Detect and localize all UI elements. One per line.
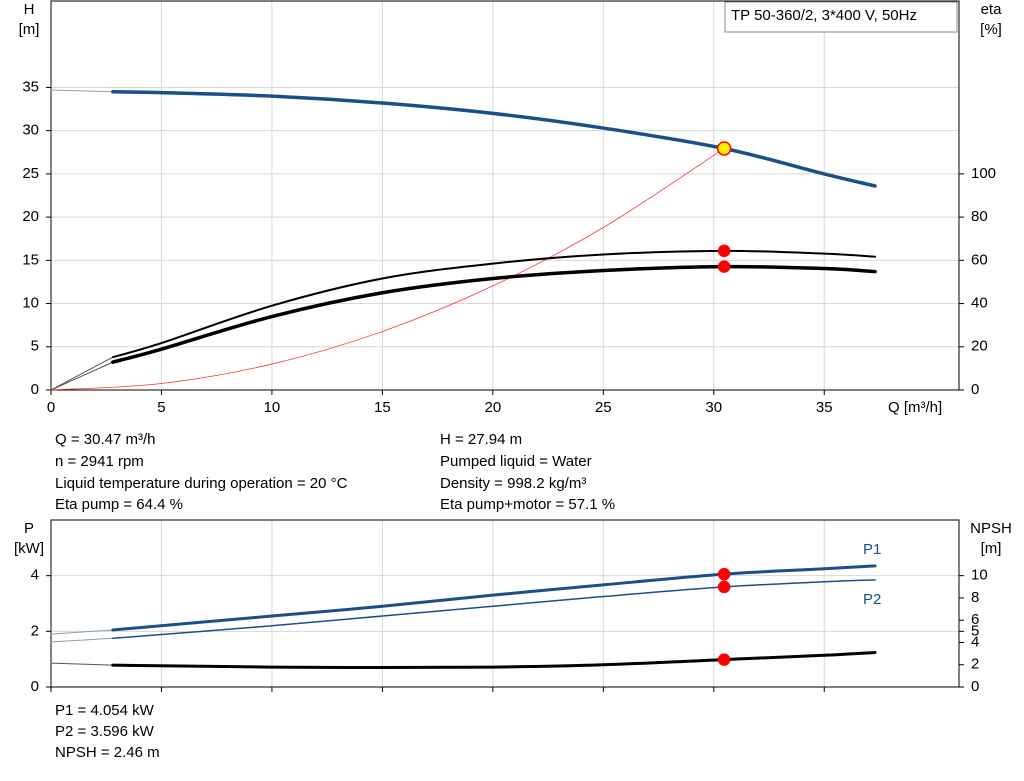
operating-point bbox=[717, 244, 731, 258]
y2-tick-label: 40 bbox=[971, 295, 988, 312]
y2-label: eta bbox=[981, 1, 1003, 18]
y2-tick-label: 6 bbox=[971, 611, 979, 628]
y-tick-label: 10 bbox=[22, 295, 39, 312]
y-tick-label: 4 bbox=[31, 567, 39, 584]
y2-tick-label: 10 bbox=[971, 567, 988, 584]
y-label: P bbox=[24, 520, 34, 537]
y-label-unit: [kW] bbox=[14, 540, 44, 557]
y2-tick-label: 0 bbox=[971, 381, 979, 398]
x-tick-label: 20 bbox=[485, 399, 502, 416]
y2-tick-label: 4 bbox=[971, 633, 979, 650]
info: Density = 998.2 kg/m³ bbox=[440, 475, 586, 492]
y2-label-unit: [m] bbox=[981, 540, 1002, 557]
y-tick-label: 0 bbox=[31, 678, 39, 695]
x-tick-label: 30 bbox=[705, 399, 722, 416]
curve bbox=[50, 148, 725, 391]
legend-label: P1 bbox=[863, 541, 881, 558]
title: TP 50-360/2, 3*400 V, 50Hz bbox=[731, 7, 917, 24]
x-label: Q [m³/h] bbox=[888, 399, 942, 416]
curve bbox=[111, 90, 877, 188]
y-tick-label: 5 bbox=[31, 338, 39, 355]
y2-tick-label: 8 bbox=[971, 589, 979, 606]
operating-point bbox=[716, 141, 732, 156]
title-box bbox=[724, 1, 958, 33]
legend-label: P2 bbox=[863, 591, 881, 608]
info: Eta pump = 64.4 % bbox=[55, 496, 183, 513]
x-tick-label: 15 bbox=[374, 399, 391, 416]
info: Eta pump+motor = 57.1 % bbox=[440, 496, 615, 513]
info: P1 = 4.054 kW bbox=[55, 702, 155, 719]
info: Liquid temperature during operation = 20… bbox=[55, 475, 348, 492]
curve bbox=[50, 89, 114, 93]
operating-point bbox=[717, 580, 731, 594]
y-tick-label: 2 bbox=[31, 622, 39, 639]
y-tick-label: 15 bbox=[22, 251, 39, 268]
operating-point bbox=[717, 653, 731, 666]
y-tick-label: 35 bbox=[22, 78, 39, 95]
curve bbox=[50, 629, 114, 635]
curve bbox=[111, 650, 877, 670]
curve bbox=[50, 361, 114, 391]
info: H = 27.94 m bbox=[440, 431, 522, 448]
x-tick-label: 35 bbox=[816, 399, 833, 416]
y2-label: NPSH bbox=[970, 520, 1012, 537]
y2-label-unit: [%] bbox=[980, 21, 1002, 38]
y2-tick-label: 5 bbox=[971, 622, 979, 639]
curve bbox=[50, 637, 114, 643]
y-tick-label: 30 bbox=[22, 122, 39, 139]
plot-frame bbox=[50, 0, 960, 391]
curve bbox=[50, 662, 114, 666]
y-label: H bbox=[24, 1, 35, 18]
operating-point bbox=[717, 567, 731, 581]
y-tick-label: 25 bbox=[22, 165, 39, 182]
curve bbox=[111, 564, 877, 632]
y2-tick-label: 60 bbox=[971, 251, 988, 268]
x-tick-label: 25 bbox=[595, 399, 612, 416]
y-tick-label: 20 bbox=[22, 208, 39, 225]
curve bbox=[111, 249, 877, 359]
info: Q = 30.47 m³/h bbox=[55, 431, 155, 448]
info: Pumped liquid = Water bbox=[440, 453, 592, 470]
y2-tick-label: 2 bbox=[971, 656, 979, 673]
y2-tick-label: 100 bbox=[971, 165, 996, 182]
y2-tick-label: 80 bbox=[971, 208, 988, 225]
y2-tick-label: 20 bbox=[971, 338, 988, 355]
y-tick-label: 0 bbox=[31, 381, 39, 398]
curve bbox=[112, 579, 876, 640]
x-tick-label: 5 bbox=[157, 399, 165, 416]
y2-tick-label: 0 bbox=[971, 678, 979, 695]
info: NPSH = 2.46 m bbox=[55, 744, 160, 761]
curve bbox=[111, 264, 877, 364]
plot-frame bbox=[50, 519, 960, 688]
info: P2 = 3.596 kW bbox=[55, 723, 155, 740]
operating-point bbox=[717, 260, 731, 273]
info: n = 2941 rpm bbox=[55, 453, 144, 470]
curve bbox=[50, 356, 114, 391]
x-tick-label: 10 bbox=[264, 399, 281, 416]
x-tick-label: 0 bbox=[47, 399, 55, 416]
y-label-unit: [m] bbox=[19, 21, 40, 38]
